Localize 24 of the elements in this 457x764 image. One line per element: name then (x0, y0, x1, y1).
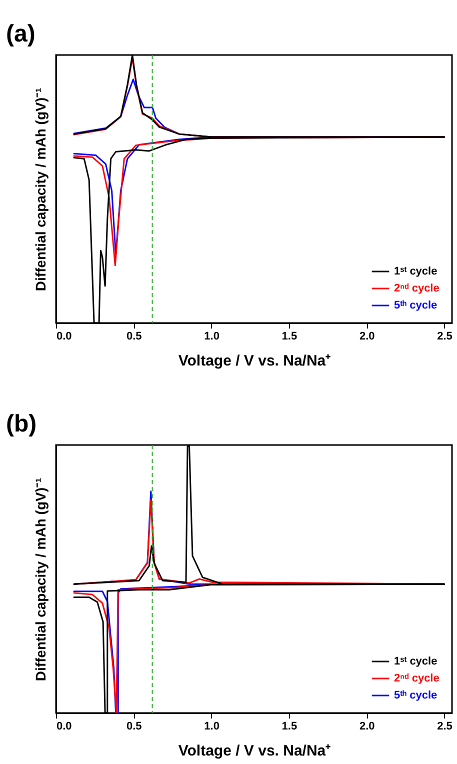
legend-label: 5ᵗʰ cycle (394, 300, 438, 312)
x-tick-label: 2.5 (437, 720, 452, 732)
legend-label: 2ⁿᵈ cycle (394, 672, 440, 684)
x-tick-label: 1.0 (204, 720, 220, 732)
legend-label: 2ⁿᵈ cycle (394, 282, 440, 294)
x-tick-label: 2.0 (359, 720, 375, 732)
y-axis-title: Diffential capacity / mAh (gV)⁻¹ (32, 87, 48, 292)
x-tick-label: 0.0 (56, 330, 72, 342)
x-axis-title: Voltage / V vs. Na/Na⁺ (178, 352, 331, 370)
legend-label: 1ˢᵗ cycle (394, 266, 438, 278)
y-axis-title: Diffential capacity / mAh (gV)⁻¹ (32, 477, 48, 682)
x-tick-label: 0.5 (126, 720, 142, 732)
x-tick-label: 0.0 (56, 720, 72, 732)
x-tick-label: 2.0 (359, 330, 375, 342)
x-tick-label: 2.5 (437, 330, 452, 342)
legend-label: 5ᵗʰ cycle (394, 690, 438, 702)
chart-title: (a) (6, 20, 36, 48)
chart-title: (b) (6, 410, 37, 438)
x-tick-label: 0.5 (126, 330, 142, 342)
x-axis-title: Voltage / V vs. Na/Na⁺ (178, 742, 331, 760)
x-tick-label: 1.5 (282, 720, 298, 732)
x-tick-label: 1.5 (282, 330, 298, 342)
legend-label: 1ˢᵗ cycle (394, 656, 438, 668)
x-tick-label: 1.0 (204, 330, 220, 342)
